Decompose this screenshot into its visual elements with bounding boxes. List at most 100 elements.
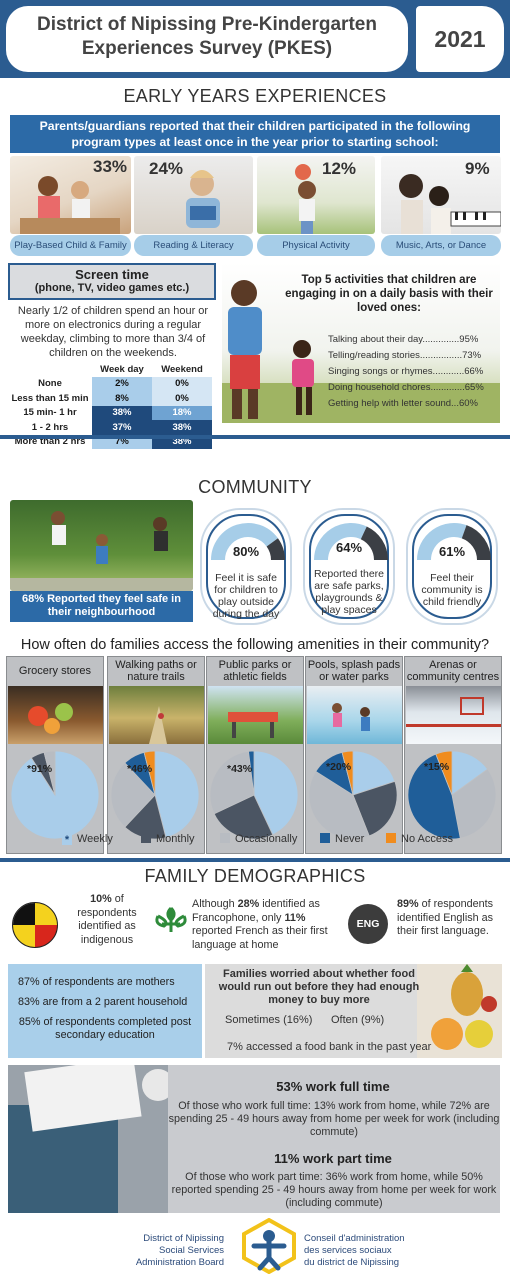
legend-label: No Access [401,833,453,845]
part-time-text: Of those who work part time: 36% work fr… [171,1171,497,1209]
gauge-3 [417,523,491,561]
title-line-2: Experiences Survey (PKES) [81,38,333,59]
cell-weekend: 38% [152,420,212,435]
pie-slice-monthly [213,794,274,840]
fact-text: of respondents are mothers [42,976,175,988]
row-label: Less than 15 min [11,392,89,404]
pie-slice-occasionally [451,768,497,839]
dial-pct-2: 64% [335,540,363,555]
pie-trails [110,750,200,840]
pie-slice-weekly [352,750,396,796]
grocery-photo [8,686,103,744]
table-row: 15 min- 1 hr 38% 18% [8,405,212,420]
program-label-2: Reading & Literacy [134,235,253,256]
gauge-rest [266,538,285,561]
top5-item-4: Doing household chores.............65% [328,382,484,393]
music-photo [381,156,501,234]
cell-weekend: 0% [152,391,212,406]
food-sometimes: Sometimes (16%) [225,1014,313,1026]
fruit-photo [417,964,502,1058]
community-title: COMMUNITY [198,477,312,497]
col-weekday: Week day [100,363,144,375]
gauge-2 [314,523,388,561]
legend-weekly: * Weekly [62,833,113,846]
program-pct-2: 24% [149,159,184,178]
legend-label: Never [335,833,365,845]
gauge-rest [461,525,491,561]
legend-never: Never [320,833,364,845]
banner-line-1: Parents/guardians reported that their ch… [39,119,471,133]
fact-education: 85% of respondents completed post second… [18,1016,202,1042]
divider [0,435,510,439]
row-label: 1 - 2 hrs [31,421,69,433]
page-title: District of Nipissing Pre-Kindergarten E… [6,13,408,61]
amenities-title: How often do families access the followi… [20,637,490,653]
pool-photo [307,686,402,744]
francophone-stat: Although 28% identified as Francophone, … [192,898,348,952]
top5-item-2: Telling/reading stories................7… [328,350,482,361]
footer-french-name: Conseil d'administration des services so… [304,1233,434,1269]
pie-pools [308,750,398,840]
legend-monthly: Monthly [141,833,195,845]
dial-card-3: 61% Feel their community is child friend… [406,508,498,625]
fact-two-parent: 83% are from a 2 parent household [18,996,202,1009]
food-security-panel: Families worried about whether food woul… [205,964,502,1058]
kids-jumping-photo [10,500,193,591]
amenity-label-4: Pools, splash pads or water parks [307,659,401,683]
banner-line-2: program types at least once in the year … [71,135,439,149]
program-pct-1: 33% [93,157,128,176]
play-based-photo [10,156,131,234]
col-weekend: Weekend [161,363,203,375]
top5-title: Top 5 activities that children are engag… [285,274,493,314]
gauge-fill [211,523,278,561]
dial-pct-3: 61% [438,544,466,559]
gauge-1 [211,523,285,561]
pie-slice-no-access [341,750,354,796]
cell-weekday: 37% [92,420,152,435]
franco-pct-1: 28% [237,898,260,910]
footer-right-line: Conseil d'administration [304,1233,405,1244]
fact-text: of respondents completed post secondary … [43,1016,192,1041]
dial-text-2: Reported there are safe parks, playgroun… [313,568,385,616]
park-photo [208,686,303,744]
gauge-fill [314,523,367,561]
footer-left-line: Administration Board [135,1257,224,1268]
amenity-pct-4: *20% [326,761,352,773]
franco-pre: Although [192,898,235,910]
program-label-4: Music, Arts, or Dance [381,235,501,256]
amenity-label-3: Public parks or athletic fields [218,659,292,683]
indigenous-pct: 10% [90,893,112,905]
pie-slice-no-access [435,750,453,796]
table-row: 1 - 2 hrs 37% 38% [8,420,212,435]
top5-item-3: Singing songs or rhymes............66% [328,366,484,377]
pie-slice-occasionally [308,770,370,840]
table-header-row: Week day Weekend [8,362,212,377]
fact-pct: 87% [18,976,40,988]
dnssab-logo-icon [242,1218,296,1274]
legend-label: Occasionally [235,833,298,845]
english-pct: 89% [397,898,419,910]
dial-text-3: Feel their community is child friendly [421,572,483,608]
gauge-fill [417,523,467,561]
amenity-pct-1: *91% [27,763,53,775]
legend-weekly-swatch: * [62,835,72,846]
amenity-pct-5: *15% [424,761,450,773]
english-text: of respondents identified English as the… [397,898,494,937]
arena-photo [406,686,501,744]
food-often: Often (9%) [331,1014,385,1026]
year-badge: 2021 [416,6,504,72]
footer-left-line: Social Services [159,1245,224,1256]
legend-occasionally-swatch [220,833,230,843]
cell-weekend: 18% [152,405,212,420]
demographics-title: FAMILY DEMOGRAPHICS [144,866,366,886]
pie-slice-occasionally [110,762,156,828]
dial-card-1: 80% Feel it is safe for children to play… [200,508,292,625]
footer-right-line: des services sociaux [304,1245,392,1256]
early-years-title: EARLY YEARS EXPERIENCES [123,86,387,106]
screen-time-subtitle: (phone, TV, video games etc.) [34,282,190,294]
reading-photo [134,156,253,234]
cell-weekend: 0% [152,376,212,391]
table-row: None 2% 0% [8,376,212,391]
cell-weekday: 8% [92,391,152,406]
screen-time-text: Nearly 1/2 of children spend an hour or … [17,305,209,359]
